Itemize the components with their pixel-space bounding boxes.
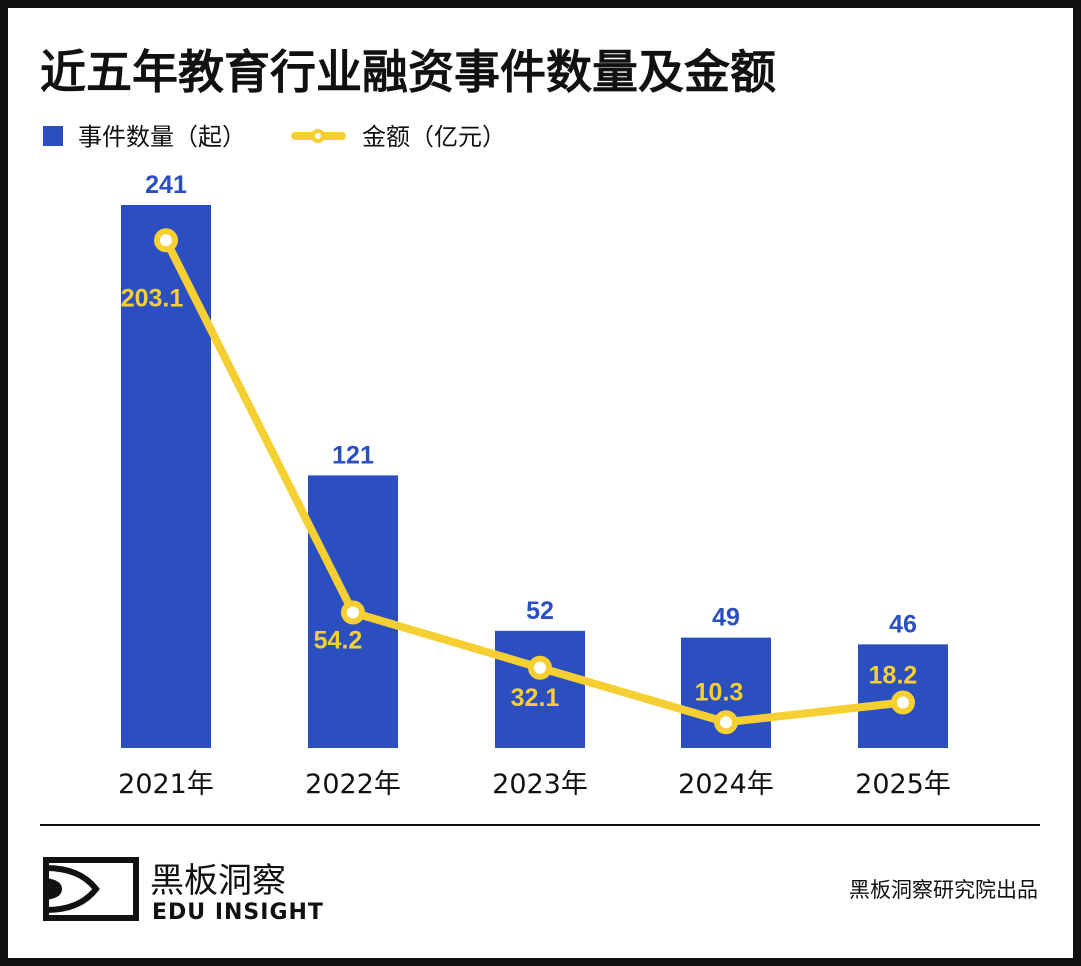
amount-point <box>154 228 178 253</box>
amount-value-label: 203.1 <box>121 284 184 312</box>
amount-point <box>714 710 738 735</box>
x-tick-label: 2021年 <box>118 769 214 800</box>
legend-line-label: 金额（亿元） <box>362 123 506 151</box>
bar-value-label: 52 <box>526 597 554 625</box>
amount-value-label: 54.2 <box>314 627 363 655</box>
bar-2023年 <box>495 630 585 748</box>
legend: 事件数量（起） 金额（亿元） <box>43 123 506 151</box>
bar-value-label: 49 <box>712 604 740 632</box>
legend-bar-swatch <box>43 126 63 146</box>
logo-eye-icon <box>45 865 100 913</box>
amount-point <box>341 600 365 625</box>
x-tick-label: 2022年 <box>305 769 401 800</box>
amount-point <box>891 690 915 715</box>
bar-value-label: 46 <box>889 610 917 638</box>
logo: 黑板洞察 EDU INSIGHT <box>43 857 324 925</box>
x-tick-label: 2023年 <box>492 769 588 800</box>
amount-point <box>528 655 552 680</box>
amount-value-label: 10.3 <box>695 678 744 706</box>
legend-bar-label: 事件数量（起） <box>78 123 246 151</box>
logo-pupil-icon <box>46 878 62 900</box>
bar-value-label: 241 <box>145 171 187 199</box>
logo-english: EDU INSIGHT <box>152 900 324 925</box>
x-tick-label: 2024年 <box>678 769 774 800</box>
chart-title: 近五年教育行业融资事件数量及金额 <box>40 45 776 99</box>
source-note: 黑板洞察研究院出品 <box>849 878 1038 902</box>
x-tick-label: 2025年 <box>855 769 951 800</box>
logo-chinese: 黑板洞察 <box>150 861 286 901</box>
amount-value-label: 32.1 <box>511 684 560 712</box>
bar-value-label: 121 <box>332 441 374 469</box>
legend-line-marker <box>311 129 325 143</box>
amount-value-label: 18.2 <box>869 662 918 690</box>
